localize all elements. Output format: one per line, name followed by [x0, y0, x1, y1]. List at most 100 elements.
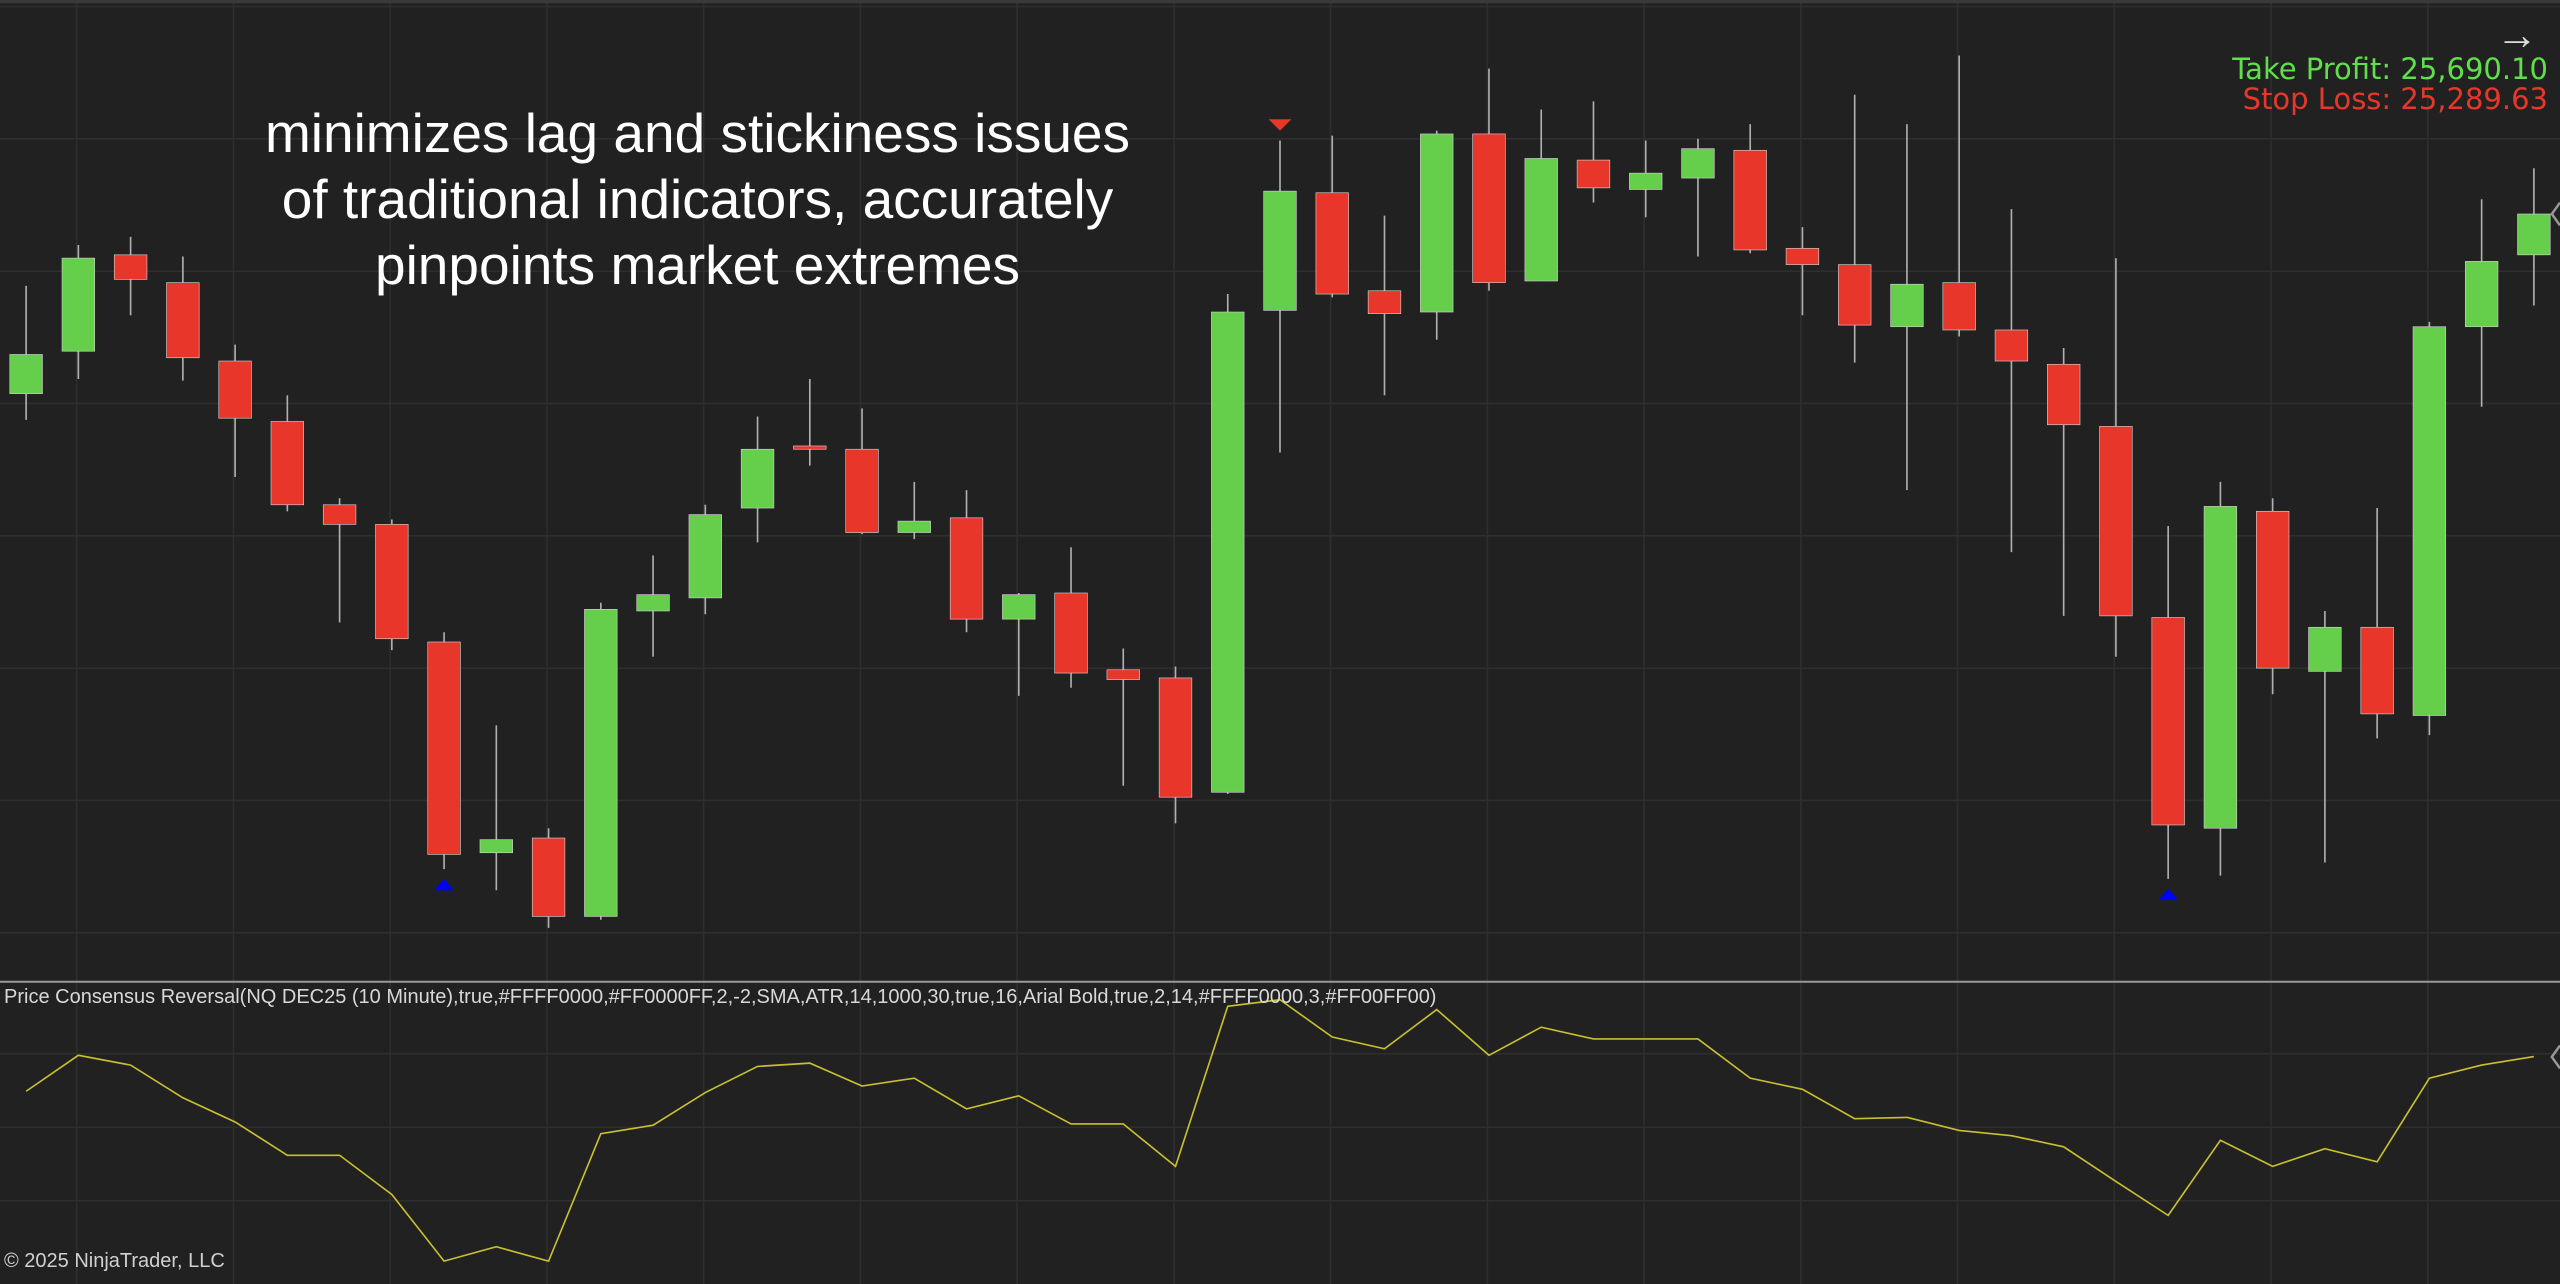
candle-body-up	[1629, 172, 1663, 190]
annotation-line: pinpoints market extremes	[375, 234, 1020, 296]
candle[interactable]	[1576, 101, 1611, 203]
annotation-line: of traditional indicators, accurately	[281, 168, 1114, 230]
candle[interactable]	[218, 344, 252, 478]
candle-body-up	[479, 839, 513, 854]
candle-body-down	[1838, 264, 1872, 326]
candle[interactable]	[2256, 498, 2290, 695]
candle-body-up	[2203, 506, 2238, 829]
candle[interactable]	[2203, 481, 2238, 876]
candle-body-up	[1211, 311, 1245, 793]
candle-body-down	[1994, 329, 2029, 362]
candle[interactable]	[636, 555, 670, 657]
sell-signal-triangle-down-icon	[1268, 119, 1292, 131]
candles	[9, 55, 2551, 928]
buy-signal-triangle-up-icon	[2158, 888, 2178, 901]
candle-body-up	[584, 609, 618, 917]
candle[interactable]	[688, 504, 722, 615]
candle-body-up	[61, 257, 96, 352]
candle[interactable]	[1942, 55, 1976, 337]
candle[interactable]	[897, 481, 931, 540]
candle[interactable]	[1681, 138, 1715, 257]
candle[interactable]	[166, 256, 200, 381]
candle-body-up	[740, 448, 775, 509]
candle-body-up	[1263, 190, 1297, 311]
candle-body-down	[2047, 363, 2081, 426]
candle-body-down	[1158, 677, 1193, 798]
candle[interactable]	[479, 725, 513, 891]
candle[interactable]	[1890, 124, 1924, 491]
candle[interactable]	[1472, 68, 1506, 291]
candle[interactable]	[1994, 209, 2029, 553]
candle[interactable]	[322, 498, 357, 623]
candle-body-down	[1785, 247, 1820, 265]
candle-body-down	[1472, 133, 1506, 283]
candle[interactable]	[1524, 109, 1558, 282]
candle[interactable]	[427, 632, 461, 870]
candle-body-down	[1367, 290, 1402, 314]
candle[interactable]	[1733, 124, 1767, 254]
candle[interactable]	[531, 828, 566, 928]
candle[interactable]	[1367, 215, 1402, 396]
candle[interactable]	[1211, 294, 1245, 794]
take-profit-label: Take Profit: 25,690.10	[2232, 52, 2548, 86]
arrow-right-icon[interactable]: →	[2496, 11, 2538, 58]
indicator-marker-icon	[2550, 1044, 2560, 1070]
candle[interactable]	[1002, 592, 1036, 696]
candle-body-up	[2464, 261, 2499, 328]
candle[interactable]	[2308, 610, 2342, 863]
candle-body-down	[2099, 426, 2133, 617]
candle[interactable]	[1785, 227, 1820, 316]
candle-body-up	[1524, 158, 1558, 282]
price-marker-icon	[2550, 201, 2560, 227]
candle[interactable]	[793, 378, 827, 466]
candle-body-up	[2412, 326, 2447, 716]
candle[interactable]	[1263, 140, 1297, 453]
candle[interactable]	[1420, 130, 1454, 340]
candle-body-up	[2308, 626, 2342, 672]
candle[interactable]	[375, 519, 409, 651]
oscillator-line	[25, 998, 2535, 1263]
candle[interactable]	[584, 602, 618, 920]
candle[interactable]	[2099, 258, 2133, 657]
candle-body-down	[2151, 617, 2185, 826]
candle[interactable]	[1158, 666, 1193, 824]
candle[interactable]	[1106, 648, 1140, 786]
candle[interactable]	[61, 245, 96, 379]
buy-signal-triangle-up-icon	[434, 878, 454, 891]
candle[interactable]	[1838, 94, 1872, 363]
candle-body-down	[1576, 159, 1611, 189]
stop-loss-label: Stop Loss: 25,289.63	[2242, 82, 2548, 116]
candle-body-up	[688, 514, 722, 599]
candle-body-down	[2360, 626, 2394, 715]
candle-body-down	[1315, 192, 1349, 295]
candle-body-up	[1002, 594, 1036, 620]
candle-body-up	[1681, 148, 1715, 179]
candle-body-down	[793, 445, 827, 450]
candle[interactable]	[270, 395, 305, 512]
candle[interactable]	[1054, 547, 1088, 688]
candle[interactable]	[113, 236, 148, 316]
candle-body-up	[1890, 283, 1924, 328]
candle-body-down	[166, 282, 200, 359]
candle[interactable]	[1629, 140, 1663, 218]
copyright: © 2025 NinjaTrader, LLC	[4, 1250, 225, 1272]
candle[interactable]	[2464, 199, 2499, 407]
candle[interactable]	[2047, 347, 2081, 616]
candle[interactable]	[845, 408, 879, 535]
candle-body-down	[1733, 149, 1767, 251]
indicator-label: Price Consensus Reversal(NQ DEC25 (10 Mi…	[4, 986, 1437, 1008]
candle[interactable]	[2151, 526, 2185, 879]
candle-body-down	[322, 504, 357, 525]
candle[interactable]	[2360, 508, 2394, 739]
candle-body-up	[9, 354, 43, 395]
candle[interactable]	[949, 490, 984, 633]
candle[interactable]	[1315, 135, 1349, 298]
candle[interactable]	[740, 416, 775, 543]
candle[interactable]	[2412, 321, 2447, 736]
candle[interactable]	[9, 285, 43, 420]
candle-body-up	[636, 594, 670, 612]
candle[interactable]	[2517, 168, 2551, 306]
candle-body-down	[949, 517, 984, 620]
